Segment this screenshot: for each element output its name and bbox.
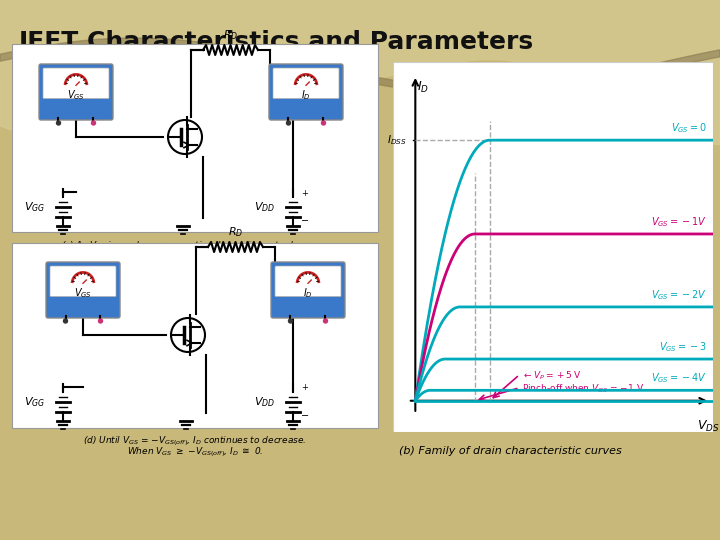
Text: $R_D$: $R_D$: [228, 225, 243, 239]
Text: $V_{GS} = -3$: $V_{GS} = -3$: [659, 340, 707, 354]
Text: (c) As $V_{GS}$ is made more negative, $I_D$ continues to decrease: (c) As $V_{GS}$ is made more negative, $…: [60, 239, 329, 252]
Circle shape: [99, 319, 102, 323]
Text: but is constant above pinch-off, which has also decreased.: but is constant above pinch-off, which h…: [63, 249, 328, 258]
Circle shape: [91, 121, 96, 125]
Text: $V_{GG}$: $V_{GG}$: [24, 395, 45, 409]
Circle shape: [323, 319, 328, 323]
Text: −: −: [301, 216, 309, 226]
Text: −: −: [301, 411, 309, 421]
Text: $V_{DD}$: $V_{DD}$: [253, 200, 275, 214]
Circle shape: [63, 319, 68, 323]
Text: $V_{GS} = -2 V$: $V_{GS} = -2 V$: [651, 288, 707, 302]
Text: (b) Family of drain characteristic curves: (b) Family of drain characteristic curve…: [400, 446, 622, 456]
FancyBboxPatch shape: [275, 266, 341, 296]
Text: JFET Characteristics and Parameters: JFET Characteristics and Parameters: [18, 30, 533, 54]
Text: $I_D$: $I_D$: [417, 80, 429, 96]
Circle shape: [289, 319, 292, 323]
FancyBboxPatch shape: [271, 262, 345, 318]
Circle shape: [322, 121, 325, 125]
Text: $V_{DS}$: $V_{DS}$: [697, 419, 720, 434]
Text: $V_{GS(off)}$: $V_{GS(off)}$: [138, 247, 166, 261]
FancyBboxPatch shape: [46, 262, 120, 318]
Text: $I_{DSS}$: $I_{DSS}$: [387, 133, 406, 147]
Text: $I_D$: $I_D$: [301, 87, 311, 102]
Text: $\leftarrow V_P = +5\ \mathrm{V}$: $\leftarrow V_P = +5\ \mathrm{V}$: [523, 370, 582, 382]
FancyBboxPatch shape: [50, 266, 116, 296]
Text: +: +: [301, 383, 308, 393]
Text: +: +: [301, 188, 308, 198]
FancyBboxPatch shape: [269, 64, 343, 120]
FancyBboxPatch shape: [12, 44, 378, 232]
Text: $R_D$: $R_D$: [222, 28, 238, 42]
FancyBboxPatch shape: [43, 68, 109, 99]
Text: $V_{GS} = -1 V$: $V_{GS} = -1 V$: [651, 215, 707, 229]
Text: $V_{GS} = 0$: $V_{GS} = 0$: [671, 121, 707, 135]
FancyBboxPatch shape: [393, 62, 713, 432]
Text: When $V_{GS}$ $\geq$ $-V_{GS(off)}$, $I_D$ $\cong$ 0.: When $V_{GS}$ $\geq$ $-V_{GS(off)}$, $I_…: [127, 445, 264, 459]
Circle shape: [287, 121, 290, 125]
FancyBboxPatch shape: [39, 64, 113, 120]
Circle shape: [56, 121, 60, 125]
Text: $V_{GS}$: $V_{GS}$: [74, 286, 92, 300]
FancyBboxPatch shape: [273, 68, 339, 99]
Text: Pinch-off when $V_{GS}$ = $-1\ \mathrm{V}$: Pinch-off when $V_{GS}$ = $-1\ \mathrm{V…: [523, 383, 644, 395]
Text: $I_D$: $I_D$: [303, 286, 313, 300]
Text: $V_{GS}$: $V_{GS}$: [67, 87, 85, 102]
Text: 0 A: 0 A: [288, 246, 308, 256]
Text: $V_{DD}$: $V_{DD}$: [253, 395, 275, 409]
FancyBboxPatch shape: [12, 243, 378, 428]
Text: (d) Until $V_{GS}$ = $-V_{GS(off)}$, $I_D$ continues to decrease.: (d) Until $V_{GS}$ = $-V_{GS(off)}$, $I_…: [84, 434, 307, 448]
Text: $V_{GG}$: $V_{GG}$: [24, 200, 45, 214]
Text: $V_{GS} = -4 V$: $V_{GS} = -4 V$: [651, 372, 707, 385]
